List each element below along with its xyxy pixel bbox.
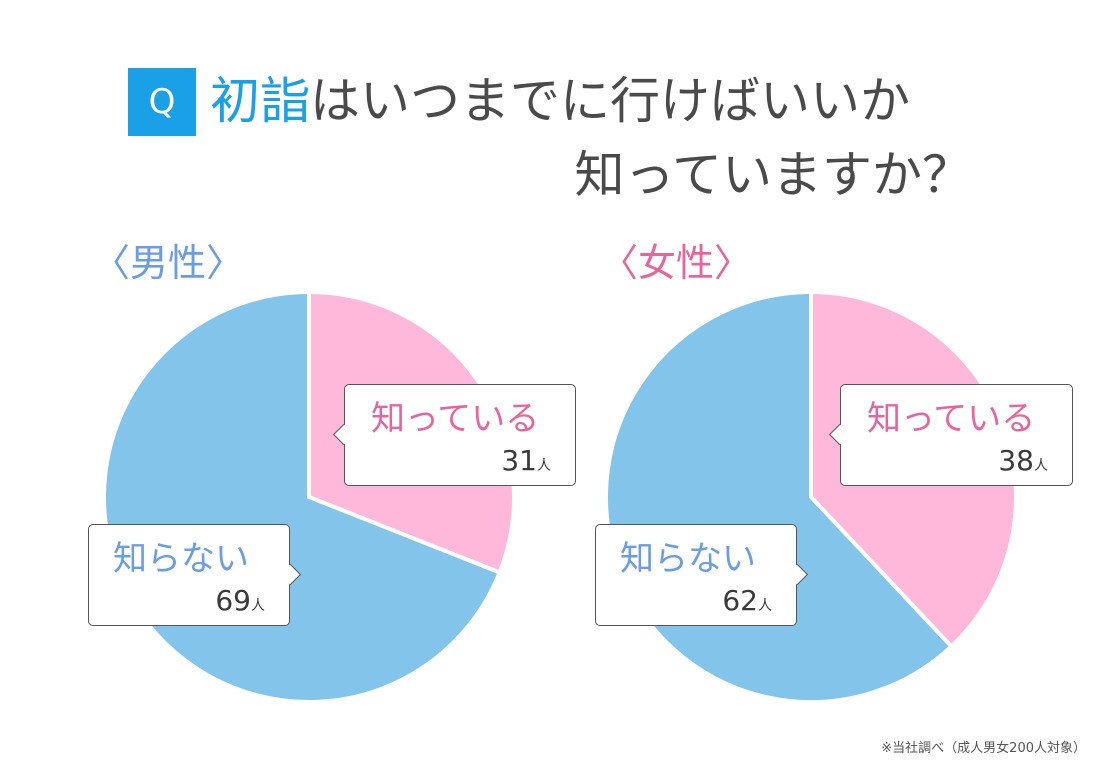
title-keyword: 初詣: [210, 72, 310, 130]
female-pie-chart: [604, 290, 1018, 704]
male-known-count: 31人: [501, 444, 551, 477]
footnote: ※当社調べ（成人男女200人対象）: [881, 741, 1086, 756]
male-unknown-label: 知らない: [113, 539, 249, 579]
female-known-count: 38人: [998, 444, 1048, 477]
male-pie-chart: [102, 290, 516, 704]
male-group-label: 〈男性〉: [92, 241, 245, 285]
male-known-callout: 知っている 31人: [344, 384, 576, 486]
male-unknown-callout: 知らない 69人: [88, 524, 290, 626]
female-known-label: 知っている: [867, 399, 1036, 439]
page-title-line1: 初詣はいつまでに行けばいいか: [210, 66, 910, 136]
female-unknown-count: 62人: [722, 584, 772, 617]
male-known-label: 知っている: [371, 399, 540, 439]
male-unknown-count: 69人: [215, 584, 265, 617]
title-rest: はいつまでに行けばいいか: [310, 72, 910, 130]
page-title-line2: 知っていますか？: [574, 146, 973, 204]
female-unknown-label: 知らない: [620, 539, 756, 579]
female-group-label: 〈女性〉: [600, 241, 753, 285]
female-known-callout: 知っている 38人: [840, 384, 1073, 486]
female-unknown-callout: 知らない 62人: [595, 524, 797, 626]
question-badge: Q: [128, 68, 196, 136]
